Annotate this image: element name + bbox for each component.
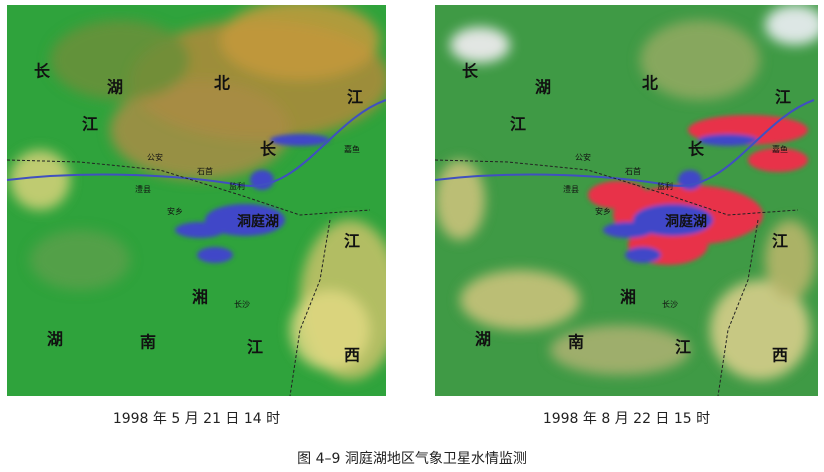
map-label: 澧县 (563, 184, 579, 194)
map-label: 监利 (229, 181, 245, 191)
map-label: 长 (462, 62, 479, 81)
map-label: 江 (82, 115, 98, 134)
map-label: 石首 (625, 166, 641, 176)
lake (270, 134, 330, 146)
lake (678, 170, 702, 190)
map-label: 湖 (475, 330, 491, 349)
map-label: 洞庭湖 (237, 213, 279, 230)
map-label: 嘉鱼 (772, 144, 788, 154)
terrain-patch (220, 5, 380, 80)
map-label: 湘 (192, 288, 208, 307)
map-label: 澧县 (135, 184, 151, 194)
boundary (717, 219, 759, 396)
lake (175, 222, 225, 238)
map-label: 湖 (47, 330, 63, 349)
map-label: 洞庭湖 (665, 213, 707, 230)
map-label: 江 (247, 338, 263, 357)
lake (250, 170, 274, 190)
terrain-patch (710, 280, 810, 380)
water (175, 134, 330, 263)
lake (197, 247, 233, 263)
map-label: 长 (34, 62, 51, 81)
terrain-patch (765, 5, 818, 45)
map-label: 江 (510, 115, 526, 134)
map-label: 江 (347, 88, 363, 107)
map-label: 南 (568, 333, 584, 352)
river (7, 99, 386, 187)
terrain-patch (30, 230, 130, 290)
map-label: 安乡 (167, 206, 183, 216)
terrain (435, 5, 818, 380)
boundary (289, 219, 331, 396)
river (435, 99, 815, 187)
terrain-patch (450, 27, 510, 63)
map-label: 长 (260, 140, 277, 159)
map-label: 湖 (535, 78, 551, 97)
map-label: 江 (772, 232, 788, 251)
terrain-patch (460, 270, 580, 330)
terrain-patch (640, 20, 760, 100)
terrain-patch (10, 150, 70, 210)
lake (633, 204, 713, 236)
satellite-image (435, 5, 818, 396)
flood-area (748, 148, 808, 172)
map-label: 石首 (197, 166, 213, 176)
terrain-patch (290, 290, 370, 370)
figure-caption: 图 4–9 洞庭湖地区气象卫星水情监测 (297, 451, 527, 467)
lake (698, 134, 758, 146)
lake (205, 204, 285, 236)
lake (625, 247, 661, 263)
map-label: 长沙 (662, 299, 678, 309)
map-label: 湖 (107, 78, 123, 97)
terrain (10, 5, 386, 380)
terrain-patch (50, 20, 190, 100)
map-label: 南 (140, 333, 156, 352)
map-label: 公安 (575, 152, 591, 162)
panel-caption: 1998 年 5 月 21 日 14 时 (112, 411, 281, 427)
terrain-patch (110, 80, 290, 180)
map-label: 监利 (657, 181, 673, 191)
flood-area (588, 181, 648, 209)
map-label: 公安 (147, 152, 163, 162)
map-label: 江 (675, 338, 691, 357)
map-label: 嘉鱼 (344, 144, 360, 154)
panel-caption: 1998 年 8 月 22 日 15 时 (542, 411, 711, 427)
map-label: 西 (344, 346, 360, 365)
map-label: 江 (775, 88, 791, 107)
map-label: 江 (344, 232, 360, 251)
boundary (435, 159, 799, 216)
map-label: 安乡 (595, 206, 611, 216)
terrain-patch (435, 160, 485, 240)
boundary (7, 159, 371, 216)
terrain-patch (765, 220, 815, 300)
map-label: 北 (214, 74, 230, 93)
water (588, 115, 808, 265)
satellite-images: 长湖 北江江长 嘉鱼公安石首监利澧县安乡洞庭湖江湘 长沙湖南江西长湖 北江江长 嘉鱼公安石… (7, 5, 818, 396)
map-label: 长沙 (234, 299, 250, 309)
terrain-patch (550, 325, 690, 375)
lake (603, 222, 653, 238)
map-label: 长 (688, 140, 705, 159)
satellite-image (7, 5, 386, 396)
map-label: 北 (642, 74, 658, 93)
map-label: 湘 (620, 288, 636, 307)
map-label: 西 (772, 346, 788, 365)
